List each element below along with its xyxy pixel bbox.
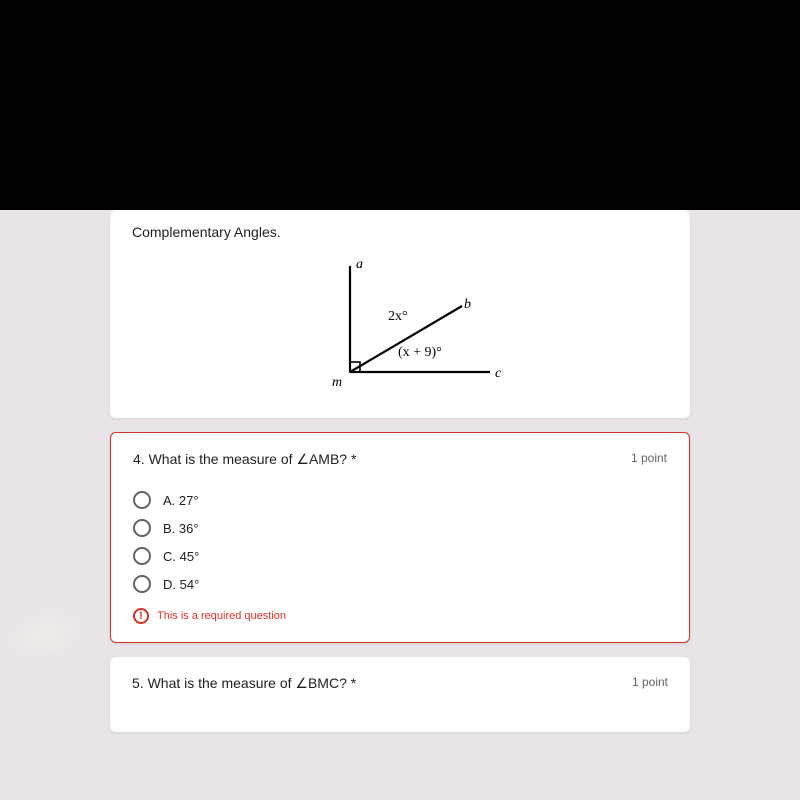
label-b: b xyxy=(464,297,471,312)
option-label: B. 36° xyxy=(163,521,199,536)
radio-icon xyxy=(133,491,151,509)
question-5-points: 1 point xyxy=(632,675,668,689)
section-card: Complementary Angles. a b c m 2x° (x + 9… xyxy=(110,210,690,418)
option-d[interactable]: D. 54° xyxy=(133,570,667,598)
radio-icon xyxy=(133,575,151,593)
angle-expr-1: 2x° xyxy=(388,309,408,324)
question-5-card: 5. What is the measure of ∠BMC? * 1 poin… xyxy=(110,657,690,732)
option-a[interactable]: A. 27° xyxy=(133,486,667,514)
angle-expr-2: (x + 9)° xyxy=(398,345,442,360)
error-icon: ! xyxy=(133,608,149,624)
angle-diagram: a b c m 2x° (x + 9)° xyxy=(290,254,510,394)
angle-diagram-wrap: a b c m 2x° (x + 9)° xyxy=(132,246,668,400)
error-text: This is a required question xyxy=(157,610,286,622)
content-area: Complementary Angles. a b c m 2x° (x + 9… xyxy=(0,210,800,800)
required-error: ! This is a required question xyxy=(133,608,667,624)
screen-glare xyxy=(0,599,95,671)
radio-icon xyxy=(133,547,151,565)
option-label: D. 54° xyxy=(163,577,199,592)
question-4-points: 1 point xyxy=(631,451,667,465)
option-label: A. 27° xyxy=(163,493,199,508)
question-header: 5. What is the measure of ∠BMC? * 1 poin… xyxy=(132,675,668,692)
radio-icon xyxy=(133,519,151,537)
question-header: 4. What is the measure of ∠AMB? * 1 poin… xyxy=(133,451,667,468)
section-title: Complementary Angles. xyxy=(132,224,668,240)
option-b[interactable]: B. 36° xyxy=(133,514,667,542)
option-label: C. 45° xyxy=(163,549,199,564)
label-c: c xyxy=(495,366,502,381)
question-5-text: 5. What is the measure of ∠BMC? * xyxy=(132,675,356,692)
question-4-card: 4. What is the measure of ∠AMB? * 1 poin… xyxy=(110,432,690,643)
label-m: m xyxy=(332,375,342,390)
question-4-options: A. 27° B. 36° C. 45° D. 54° xyxy=(133,486,667,598)
option-c[interactable]: C. 45° xyxy=(133,542,667,570)
top-black-bar xyxy=(0,0,800,210)
label-a: a xyxy=(356,257,363,272)
question-4-text: 4. What is the measure of ∠AMB? * xyxy=(133,451,356,468)
